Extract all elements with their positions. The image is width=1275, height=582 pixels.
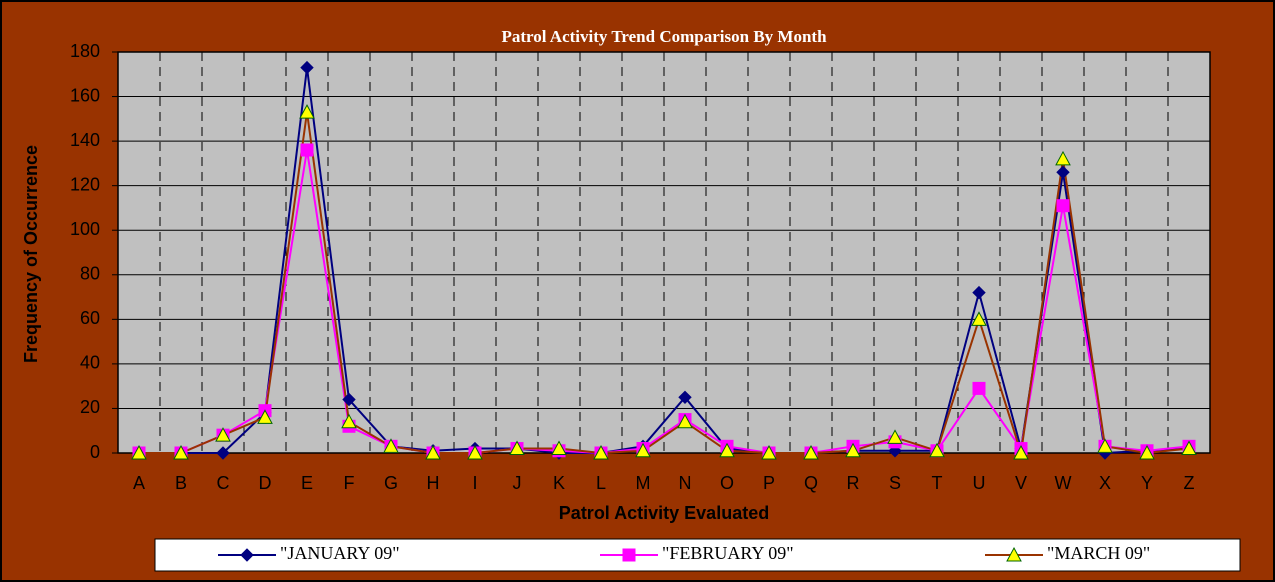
- marker: [1139, 444, 1155, 460]
- x-tick-label: H: [427, 473, 440, 493]
- y-tick-label: 180: [70, 41, 100, 61]
- marker: [761, 444, 777, 460]
- marker: [509, 440, 525, 456]
- x-tick-label: Z: [1184, 473, 1195, 493]
- marker: [593, 444, 609, 460]
- chart-title: Patrol Activity Trend Comparison By Mont…: [501, 27, 827, 46]
- y-tick-label: 20: [80, 397, 100, 417]
- x-tick-label: Y: [1141, 473, 1153, 493]
- x-tick-label: P: [763, 473, 775, 493]
- marker: [300, 60, 314, 75]
- marker: [719, 442, 735, 458]
- marker: [300, 143, 314, 157]
- marker: [215, 427, 231, 442]
- marker: [1055, 150, 1071, 166]
- legend-marker: [1006, 546, 1022, 562]
- marker: [803, 444, 819, 460]
- y-tick-label: 120: [70, 174, 100, 194]
- legend: [154, 538, 1241, 572]
- marker: [383, 438, 399, 453]
- x-tick-label: J: [513, 473, 522, 493]
- x-tick-label: B: [175, 473, 187, 493]
- series-line: [139, 67, 1190, 455]
- x-tick-label: F: [344, 473, 355, 493]
- y-tick-label: 80: [80, 264, 100, 284]
- y-tick-label: 140: [70, 130, 100, 150]
- plot-border: [117, 51, 1211, 454]
- legend-label: "JANUARY 09": [280, 543, 400, 563]
- marker: [1056, 165, 1070, 180]
- x-tick-label: I: [472, 473, 477, 493]
- y-tick-label: 0: [90, 442, 100, 462]
- legend-marker: [622, 548, 636, 562]
- marker: [425, 444, 441, 460]
- marker: [635, 442, 651, 458]
- legend-marker: [240, 548, 254, 562]
- series-line: [139, 112, 1190, 455]
- y-axis-title: Frequency of Occurrence: [21, 145, 41, 363]
- x-tick-label: M: [636, 473, 651, 493]
- marker: [678, 390, 692, 405]
- marker: [1181, 440, 1197, 456]
- x-tick-label: Q: [804, 473, 818, 493]
- marker: [1013, 444, 1029, 460]
- marker: [972, 285, 986, 300]
- x-tick-label: L: [596, 473, 606, 493]
- marker: [257, 409, 273, 424]
- x-tick-label: G: [384, 473, 398, 493]
- x-tick-label: N: [679, 473, 692, 493]
- marker: [173, 444, 189, 460]
- marker: [845, 442, 861, 458]
- legend-label: "FEBRUARY 09": [662, 543, 794, 563]
- x-tick-label: O: [720, 473, 734, 493]
- marker: [1056, 199, 1070, 213]
- marker: [299, 104, 315, 119]
- x-tick-label: W: [1055, 473, 1072, 493]
- marker: [467, 444, 483, 460]
- y-tick-label: 60: [80, 308, 100, 328]
- x-tick-label: A: [133, 473, 145, 493]
- x-tick-label: X: [1099, 473, 1111, 493]
- series-line: [139, 149, 1190, 455]
- x-tick-label: D: [259, 473, 272, 493]
- x-tick-label: C: [217, 473, 230, 493]
- marker: [216, 446, 230, 460]
- marker: [341, 413, 357, 429]
- marker: [551, 440, 567, 456]
- marker: [131, 444, 147, 460]
- x-tick-label: U: [973, 473, 986, 493]
- y-tick-label: 40: [80, 353, 100, 373]
- y-tick-label: 100: [70, 219, 100, 239]
- marker: [1097, 438, 1113, 453]
- marker: [887, 429, 903, 444]
- marker: [929, 442, 945, 458]
- marker: [677, 413, 693, 429]
- marker: [971, 311, 987, 326]
- x-tick-label: T: [932, 473, 943, 493]
- y-tick-label: 160: [70, 85, 100, 105]
- marker: [972, 381, 986, 395]
- x-tick-label: R: [847, 473, 860, 493]
- x-axis-title: Patrol Activity Evaluated: [559, 503, 769, 523]
- x-tick-label: S: [889, 473, 901, 493]
- legend-label: "MARCH 09": [1047, 543, 1150, 563]
- marker: [342, 392, 356, 407]
- x-tick-label: K: [553, 473, 565, 493]
- x-tick-label: V: [1015, 473, 1027, 493]
- x-tick-label: E: [301, 473, 313, 493]
